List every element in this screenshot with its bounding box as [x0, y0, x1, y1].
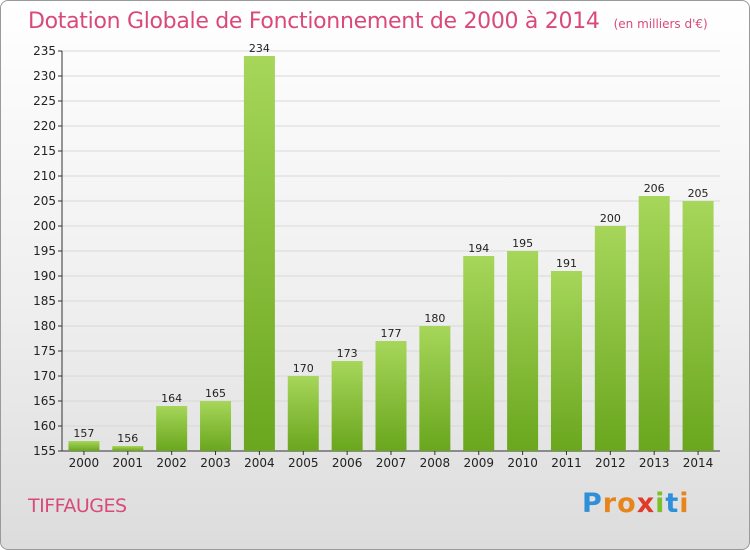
- bar: [507, 251, 539, 451]
- y-tick-label: 185: [33, 294, 56, 308]
- y-tick-label: 180: [33, 319, 56, 333]
- x-tick-label: 2005: [288, 456, 319, 470]
- logo-letter: i: [655, 488, 666, 519]
- bar: [68, 441, 100, 451]
- y-tick-label: 220: [33, 119, 56, 133]
- x-tick-label: 2004: [244, 456, 275, 470]
- data-label: 180: [424, 312, 445, 325]
- y-tick-label: 165: [33, 394, 56, 408]
- bar: [112, 446, 144, 451]
- y-tick-label: 155: [33, 444, 56, 458]
- y-tick-label: 235: [33, 44, 56, 58]
- x-tick-label: 2010: [507, 456, 538, 470]
- logo-letter: t: [665, 488, 680, 519]
- commune-name: TIFFAUGES: [28, 495, 127, 517]
- data-label: 200: [600, 212, 621, 225]
- x-tick-label: 2003: [200, 456, 231, 470]
- data-label: 194: [468, 242, 489, 255]
- y-tick-label: 200: [33, 219, 56, 233]
- logo-letter: P: [582, 488, 603, 519]
- chart-subtitle: (en milliers d'€): [613, 17, 708, 31]
- data-label: 206: [644, 182, 665, 195]
- y-tick-label: 175: [33, 344, 56, 358]
- y-tick-label: 210: [33, 169, 56, 183]
- data-label: 205: [688, 187, 709, 200]
- data-label: 157: [73, 427, 94, 440]
- x-tick-labels: 2000 2001 2002 2003 2004 2005 2006 2007 2008 2009…: [69, 451, 714, 470]
- y-tick-label: 230: [33, 69, 56, 83]
- x-tick-label: 2002: [156, 456, 187, 470]
- logo-letter: i: [679, 488, 690, 519]
- x-tick-label: 2007: [376, 456, 407, 470]
- data-label: 177: [381, 327, 402, 340]
- logo-letter: r: [602, 488, 618, 519]
- x-tick-label: 2008: [420, 456, 451, 470]
- y-tick-label: 195: [33, 244, 56, 258]
- data-label: 164: [161, 392, 182, 405]
- y-tick-labels: 155 160 165 170 175 180 185 190 195 200 205 210 215 2…: [33, 44, 62, 458]
- y-tick-label: 225: [33, 94, 56, 108]
- bars: [68, 56, 714, 451]
- data-label: 165: [205, 387, 226, 400]
- bar: [638, 196, 670, 451]
- bar: [550, 271, 582, 451]
- data-label: 191: [556, 257, 577, 270]
- y-tick-label: 190: [33, 269, 56, 283]
- x-tick-label: 2012: [595, 456, 626, 470]
- data-label: 173: [337, 347, 358, 360]
- x-tick-label: 2001: [113, 456, 144, 470]
- bar: [682, 201, 714, 451]
- data-label: 156: [117, 432, 138, 445]
- y-tick-label: 205: [33, 194, 56, 208]
- x-tick-label: 2011: [551, 456, 582, 470]
- logo-letter: o: [617, 488, 637, 519]
- bar: [594, 226, 626, 451]
- x-tick-label: 2013: [639, 456, 670, 470]
- x-tick-label: 2014: [683, 456, 714, 470]
- x-tick-label: 2000: [69, 456, 100, 470]
- chart-title: Dotation Globale de Fonctionnement de 20…: [28, 9, 708, 34]
- y-tick-label: 215: [33, 144, 56, 158]
- bar: [200, 401, 232, 451]
- value-labels: 157 156 164 165 234 170 173 177 180 194 195 191 200 2…: [73, 42, 708, 445]
- bar: [156, 406, 188, 451]
- bar: [331, 361, 363, 451]
- data-label: 170: [293, 362, 314, 375]
- bar: [419, 326, 451, 451]
- bar: [287, 376, 319, 451]
- chart-title-text: Dotation Globale de Fonctionnement de 20…: [28, 9, 600, 34]
- proxiti-logo: Proxiti: [582, 488, 690, 519]
- bar: [243, 56, 275, 451]
- data-label: 195: [512, 237, 533, 250]
- y-tick-label: 160: [33, 419, 56, 433]
- data-label: 234: [249, 42, 270, 55]
- x-tick-label: 2006: [332, 456, 363, 470]
- x-tick-label: 2009: [463, 456, 494, 470]
- y-tick-label: 170: [33, 369, 56, 383]
- bar: [375, 341, 407, 451]
- bar: [463, 256, 495, 451]
- logo-letter: x: [636, 488, 656, 519]
